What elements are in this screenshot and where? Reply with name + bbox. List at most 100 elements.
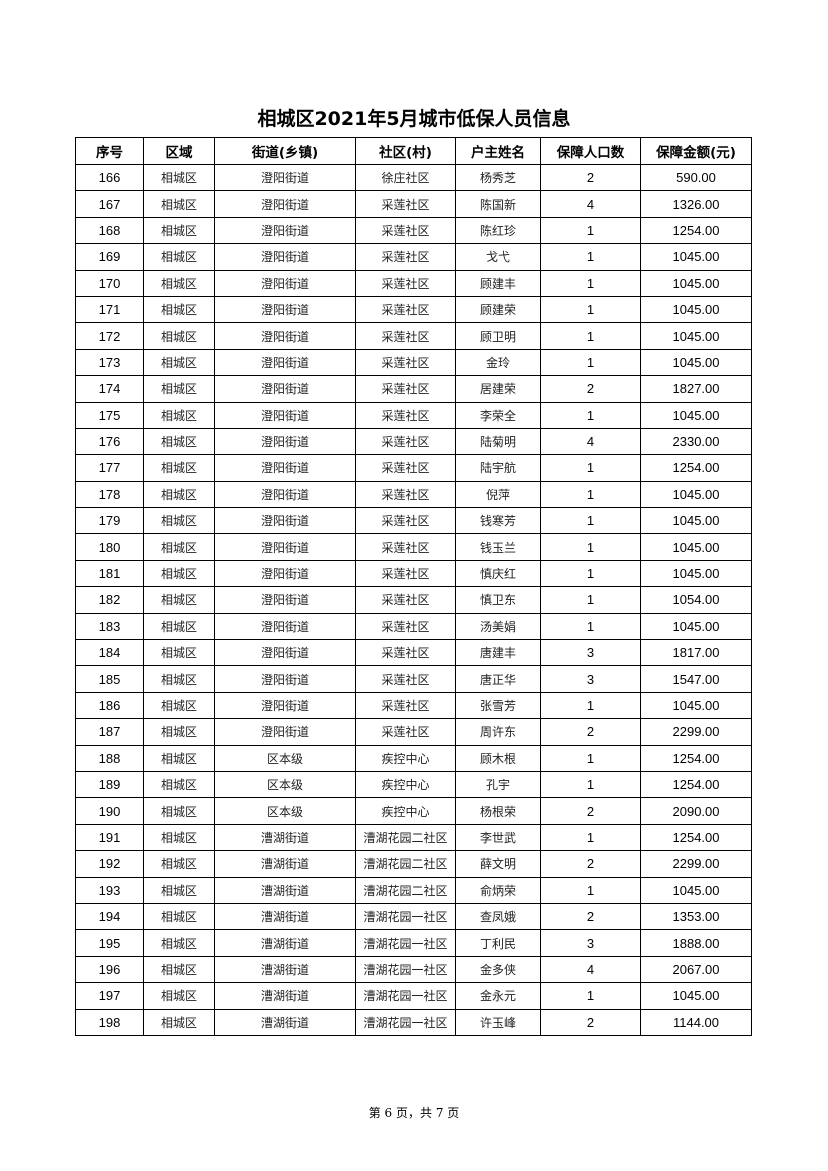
col-district-cell: 相城区 [143,559,215,588]
header-col-street: 街道(乡镇) [214,137,356,165]
col-street-cell: 澄阳街道 [214,375,356,403]
col-amount-cell: 1045.00 [640,533,752,561]
col-district-cell: 相城区 [143,929,215,957]
col-index-cell: 167 [75,190,144,218]
col-householder-cell: 顾木根 [455,744,541,772]
col-street-cell: 澄阳街道 [214,639,356,667]
col-index-cell: 188 [75,744,144,772]
col-persons-cell: 2 [540,902,641,931]
col-community-cell: 采莲社区 [355,322,456,350]
table-row: 167 相城区 澄阳街道 采莲社区 陈国新 4 1326.00 [75,190,752,218]
col-persons-cell: 1 [540,295,641,324]
col-community-cell: 漕湖花园一社区 [355,1008,456,1036]
col-householder-cell: 张雪芳 [455,691,541,720]
col-index-cell: 166 [75,163,144,192]
col-index-cell: 197 [75,982,144,1010]
col-district-cell: 相城区 [143,454,215,482]
table-row: 195 相城区 漕湖街道 漕湖花园一社区 丁利民 3 1888.00 [75,929,752,957]
col-district-cell: 相城区 [143,427,215,456]
col-amount-cell: 1254.00 [640,454,752,482]
table-row: 190 相城区 区本级 疾控中心 杨根荣 2 2090.00 [75,797,752,825]
table-row: 187 相城区 澄阳街道 采莲社区 周许东 2 2299.00 [75,718,752,746]
table-row: 189 相城区 区本级 疾控中心 孔宇 1 1254.00 [75,770,752,799]
col-persons-cell: 1 [540,454,641,482]
col-community-cell: 采莲社区 [355,586,456,614]
col-community-cell: 采莲社区 [355,559,456,588]
col-amount-cell: 1045.00 [640,612,752,641]
col-street-cell: 澄阳街道 [214,216,356,245]
table-row: 176 相城区 澄阳街道 采莲社区 陆菊明 4 2330.00 [75,427,752,456]
col-persons-cell: 2 [540,718,641,746]
col-district-cell: 相城区 [143,744,215,772]
col-community-cell: 采莲社区 [355,243,456,271]
col-street-cell: 漕湖街道 [214,850,356,878]
col-district-cell: 相城区 [143,850,215,878]
table-row: 177 相城区 澄阳街道 采莲社区 陆宇航 1 1254.00 [75,454,752,482]
col-community-cell: 采莲社区 [355,348,456,377]
col-community-cell: 采莲社区 [355,480,456,509]
col-householder-cell: 慎庆红 [455,559,541,588]
col-community-cell: 漕湖花园一社区 [355,982,456,1010]
col-persons-cell: 1 [540,876,641,904]
col-amount-cell: 1045.00 [640,295,752,324]
col-amount-cell: 1045.00 [640,507,752,535]
col-community-cell: 疾控中心 [355,770,456,799]
col-householder-cell: 李世武 [455,823,541,852]
col-district-cell: 相城区 [143,375,215,403]
col-street-cell: 漕湖街道 [214,876,356,904]
col-street-cell: 漕湖街道 [214,929,356,957]
col-community-cell: 采莲社区 [355,612,456,641]
col-district-cell: 相城区 [143,982,215,1010]
col-householder-cell: 查凤娥 [455,902,541,931]
col-index-cell: 182 [75,586,144,614]
col-community-cell: 采莲社区 [355,533,456,561]
col-householder-cell: 顾卫明 [455,322,541,350]
col-householder-cell: 汤美娟 [455,612,541,641]
col-index-cell: 172 [75,322,144,350]
col-householder-cell: 孔宇 [455,770,541,799]
col-amount-cell: 1045.00 [640,322,752,350]
col-community-cell: 采莲社区 [355,691,456,720]
col-street-cell: 澄阳街道 [214,243,356,271]
col-street-cell: 澄阳街道 [214,612,356,641]
col-amount-cell: 1045.00 [640,691,752,720]
col-amount-cell: 1353.00 [640,902,752,931]
col-householder-cell: 金多侠 [455,955,541,984]
col-street-cell: 澄阳街道 [214,586,356,614]
col-persons-cell: 1 [540,612,641,641]
col-street-cell: 漕湖街道 [214,823,356,852]
table-row: 168 相城区 澄阳街道 采莲社区 陈红珍 1 1254.00 [75,216,752,245]
col-street-cell: 澄阳街道 [214,559,356,588]
header-col-district: 区域 [143,137,215,165]
col-index-cell: 195 [75,929,144,957]
header-col-amount: 保障金额(元) [640,137,752,165]
table-row: 183 相城区 澄阳街道 采莲社区 汤美娟 1 1045.00 [75,612,752,641]
col-district-cell: 相城区 [143,401,215,429]
col-index-cell: 186 [75,691,144,720]
col-street-cell: 区本级 [214,744,356,772]
col-street-cell: 澄阳街道 [214,480,356,509]
header-col-householder: 户主姓名 [455,137,541,165]
table-row: 198 相城区 漕湖街道 漕湖花园一社区 许玉峰 2 1144.00 [75,1008,752,1036]
table-row: 181 相城区 澄阳街道 采莲社区 慎庆红 1 1045.00 [75,559,752,588]
col-community-cell: 采莲社区 [355,507,456,535]
col-persons-cell: 4 [540,955,641,984]
col-persons-cell: 2 [540,375,641,403]
table-row: 174 相城区 澄阳街道 采莲社区 居建荣 2 1827.00 [75,375,752,403]
header-col-index: 序号 [75,137,144,165]
col-index-cell: 175 [75,401,144,429]
col-district-cell: 相城区 [143,797,215,825]
col-amount-cell: 2299.00 [640,850,752,878]
col-community-cell: 采莲社区 [355,718,456,746]
col-street-cell: 澄阳街道 [214,427,356,456]
col-street-cell: 区本级 [214,770,356,799]
col-district-cell: 相城区 [143,823,215,852]
table-row: 184 相城区 澄阳街道 采莲社区 唐建丰 3 1817.00 [75,639,752,667]
col-amount-cell: 1326.00 [640,190,752,218]
table-row: 179 相城区 澄阳街道 采莲社区 钱寒芳 1 1045.00 [75,507,752,535]
col-amount-cell: 1254.00 [640,823,752,852]
col-district-cell: 相城区 [143,295,215,324]
col-index-cell: 177 [75,454,144,482]
col-householder-cell: 杨秀芝 [455,163,541,192]
col-amount-cell: 1054.00 [640,586,752,614]
